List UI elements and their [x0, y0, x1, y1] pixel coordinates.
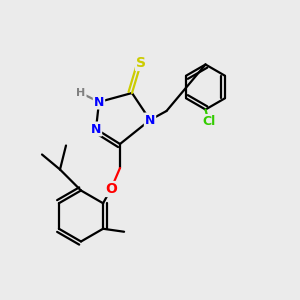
Text: N: N: [91, 122, 101, 136]
Text: N: N: [94, 95, 104, 109]
Text: H: H: [76, 88, 85, 98]
Text: Cl: Cl: [202, 115, 215, 128]
Text: S: S: [136, 56, 146, 70]
Text: O: O: [105, 182, 117, 196]
Text: N: N: [145, 113, 155, 127]
